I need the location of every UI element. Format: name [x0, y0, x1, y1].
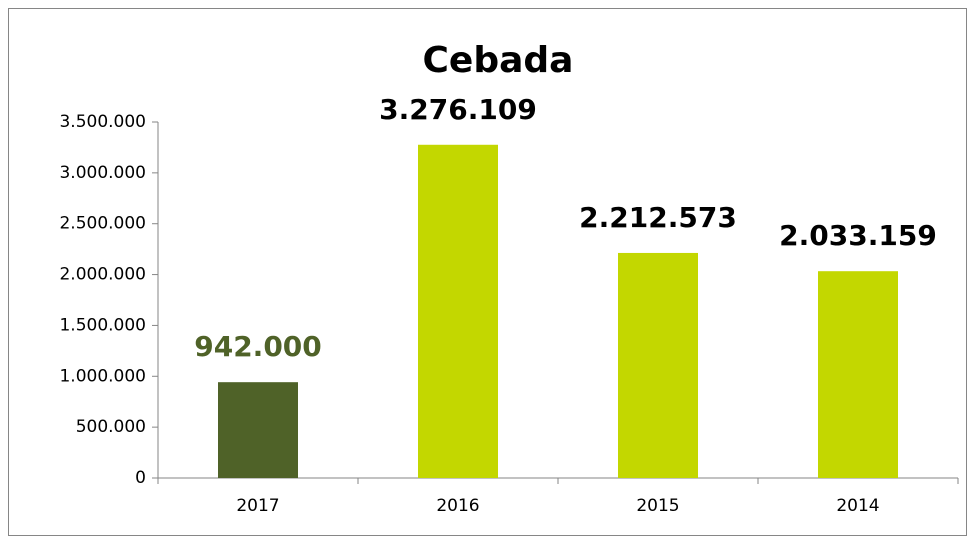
y-tick-label: 2.000.000	[59, 265, 146, 285]
bar	[418, 144, 498, 478]
y-tick-label: 1.500.000	[59, 315, 146, 335]
y-tick-label: 3.500.000	[59, 112, 146, 132]
y-tick-label: 0	[135, 468, 146, 488]
y-tick-label: 500.000	[76, 417, 146, 437]
bar	[818, 271, 898, 478]
bar	[618, 252, 698, 478]
data-label: 2.033.159	[779, 219, 937, 252]
x-tick-label: 2014	[836, 496, 879, 516]
bar	[218, 382, 298, 478]
y-tick-label: 3.000.000	[59, 163, 146, 183]
x-tick-label: 2017	[236, 496, 279, 516]
data-label: 3.276.109	[379, 93, 537, 126]
data-label: 2.212.573	[579, 201, 737, 234]
data-label: 942.000	[194, 330, 322, 363]
x-tick-label: 2015	[636, 496, 679, 516]
y-tick-label: 2.500.000	[59, 214, 146, 234]
x-tick-label: 2016	[436, 496, 479, 516]
y-tick-label: 1.000.000	[59, 366, 146, 386]
chart-title: Cebada	[423, 40, 574, 81]
